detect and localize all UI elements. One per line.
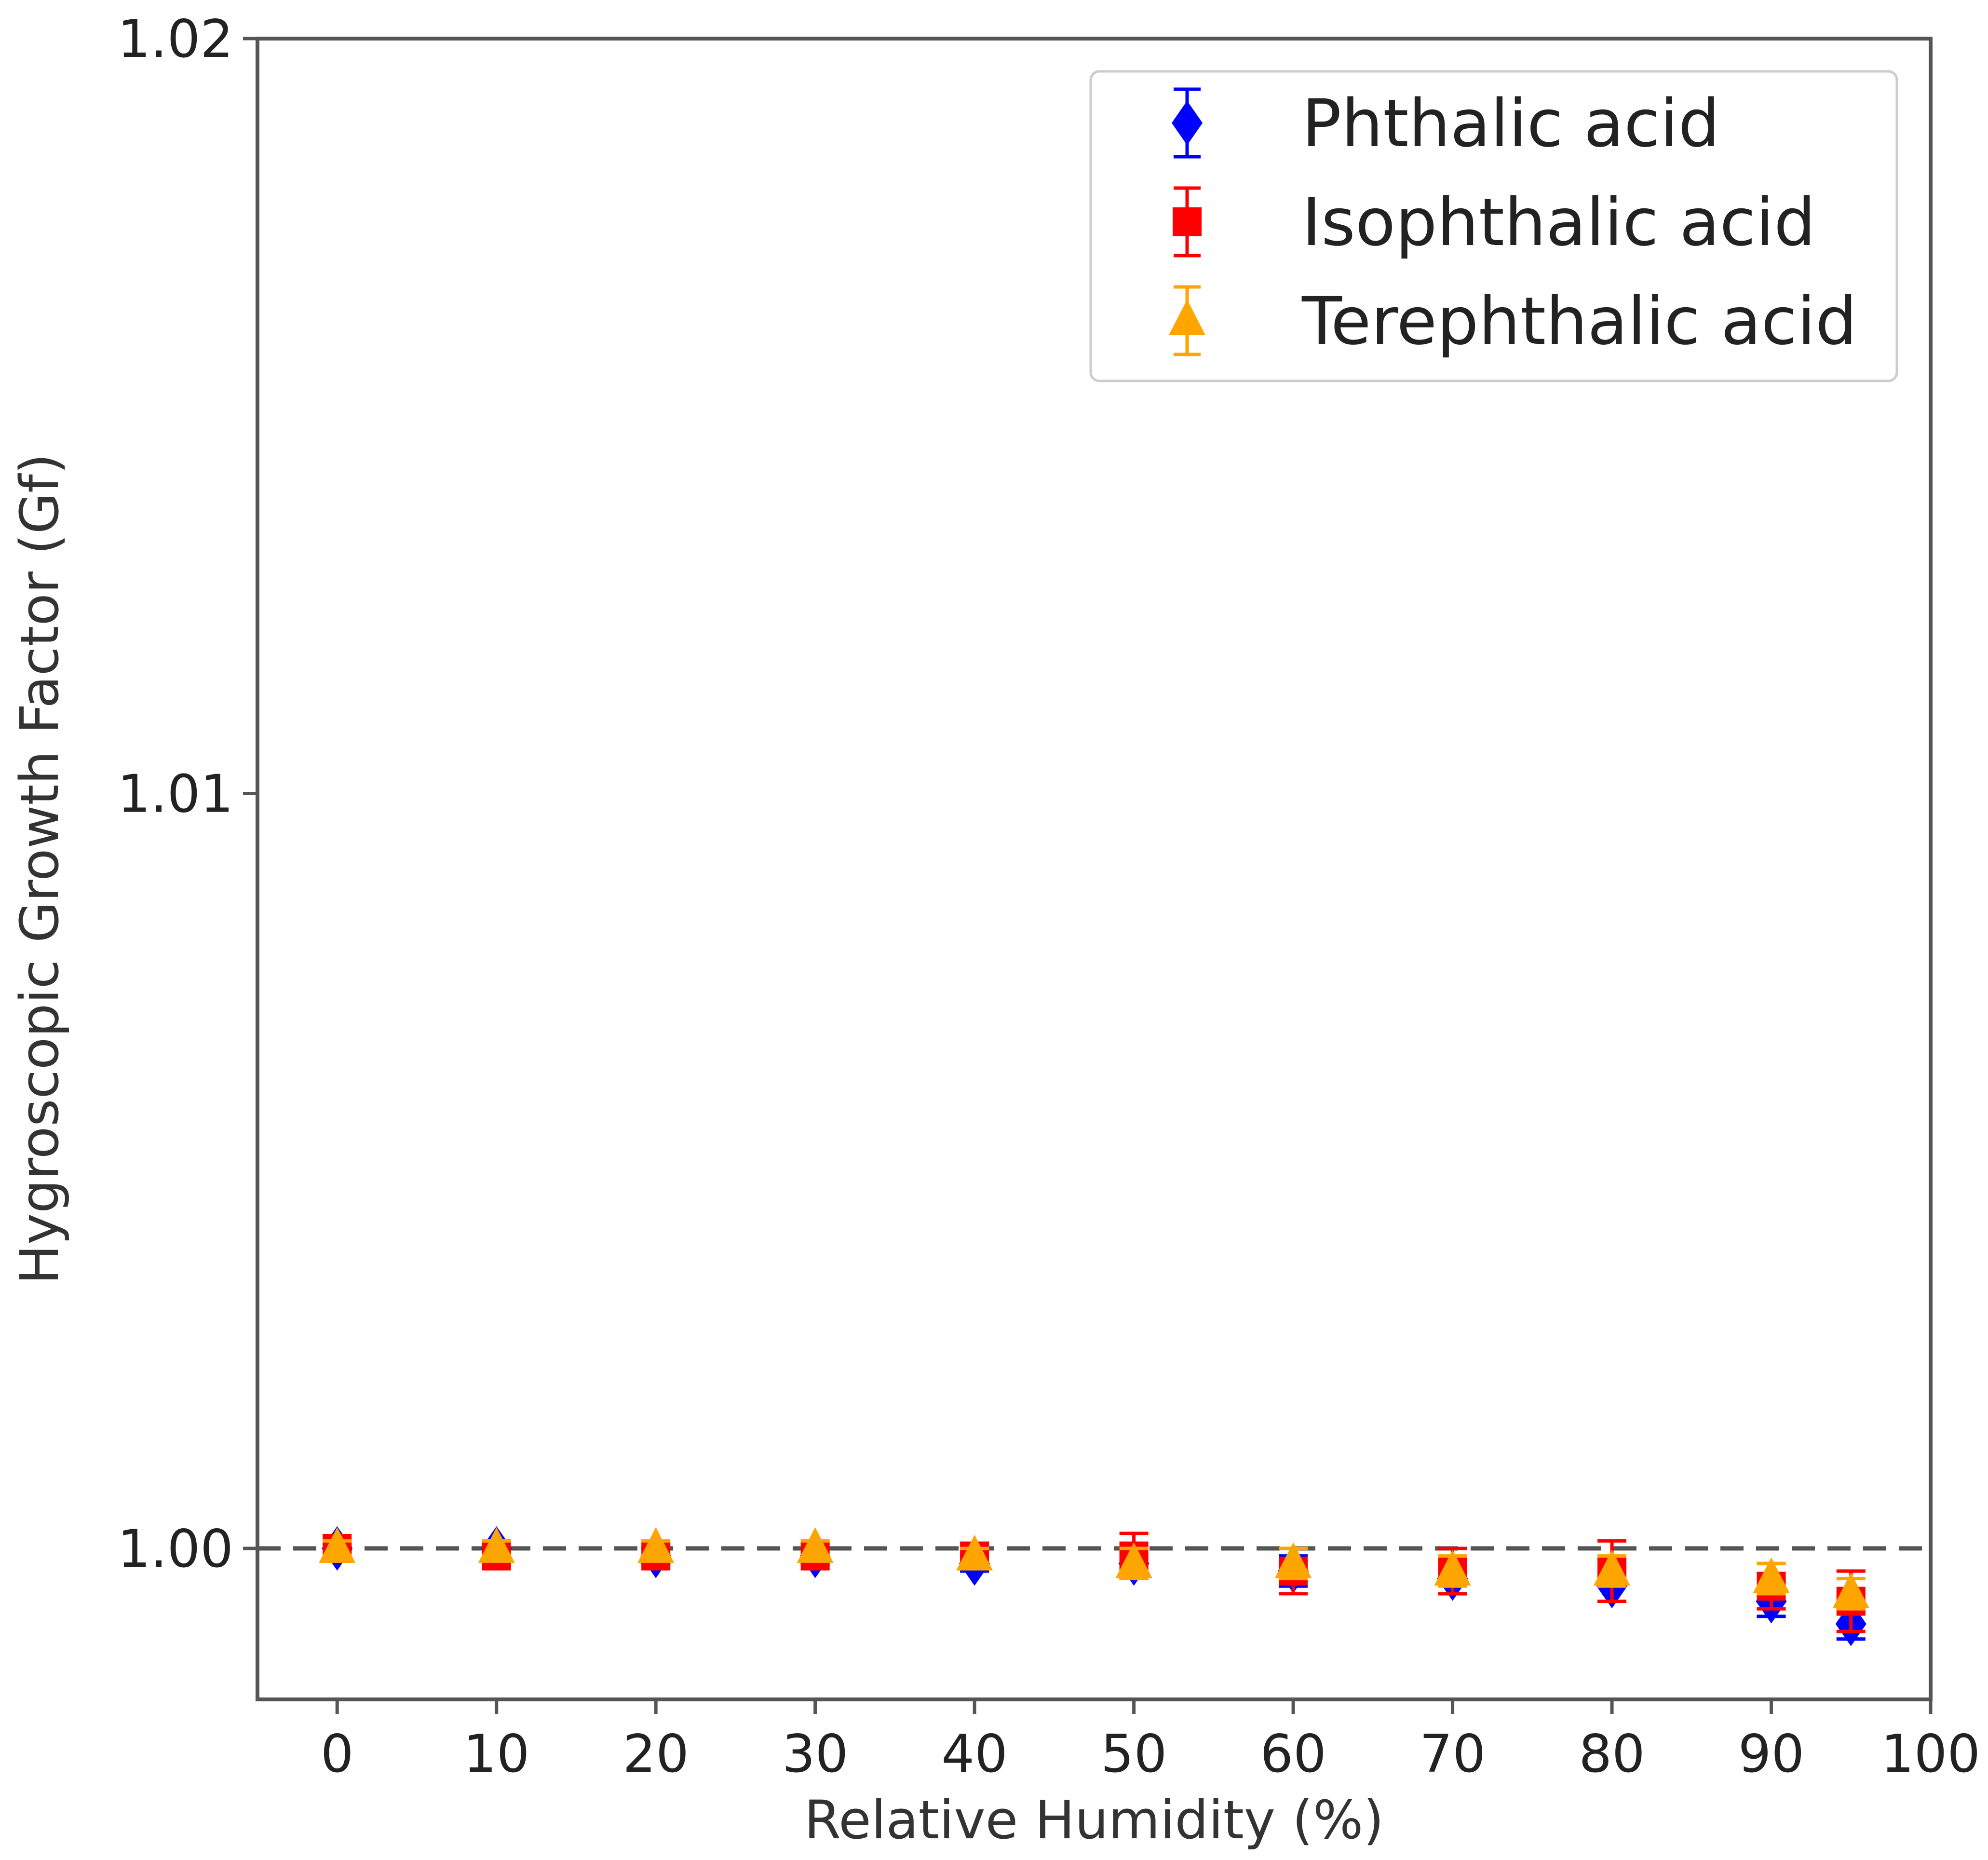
- x-tick-label: 40: [941, 1724, 1007, 1784]
- data-point: [478, 1527, 515, 1563]
- x-tick-label: 100: [1881, 1724, 1980, 1784]
- legend-entry: Terephthalic acid: [1169, 284, 1857, 360]
- data-point: [1115, 1542, 1152, 1578]
- series-triangle: [319, 1527, 1869, 1611]
- y-tick-label: 1.02: [118, 9, 233, 69]
- x-axis-ticks: 0 10 20 30 40 50 60 70 80 90 100: [321, 1699, 1980, 1784]
- legend-marker: [1172, 101, 1203, 145]
- data-point: [1753, 1557, 1790, 1593]
- x-tick-label: 20: [622, 1724, 689, 1784]
- x-tick-label: 0: [321, 1724, 354, 1784]
- legend-box: [1089, 70, 1898, 382]
- data-point: [956, 1534, 993, 1571]
- data-point: [319, 1527, 356, 1563]
- legend-label: Phthalic acid: [1302, 86, 1720, 162]
- x-tick-label: 90: [1738, 1724, 1804, 1784]
- x-tick-label: 10: [463, 1724, 529, 1784]
- x-tick-label: 70: [1420, 1724, 1486, 1784]
- legend-label: Isophthalic acid: [1302, 185, 1815, 261]
- data-series-layer: [319, 1526, 1869, 1646]
- legend: Phthalic acid Isophthalic acid Terephthali…: [1089, 70, 1898, 382]
- data-point: [637, 1527, 675, 1563]
- data-point: [1434, 1549, 1471, 1586]
- data-point: [1832, 1572, 1869, 1608]
- data-point: [1275, 1542, 1312, 1578]
- legend-entries: Phthalic acid Isophthalic acid Terephthali…: [1169, 86, 1857, 360]
- x-tick-label: 60: [1260, 1724, 1326, 1784]
- legend-label: Terephthalic acid: [1301, 284, 1857, 360]
- legend-marker: [1169, 299, 1205, 335]
- data-point: [1594, 1549, 1631, 1586]
- y-tick-label: 1.00: [118, 1519, 233, 1579]
- plot-frame: [256, 37, 1933, 1701]
- y-tick-label: 1.01: [118, 764, 233, 824]
- x-tick-label: 80: [1579, 1724, 1645, 1784]
- y-axis-ticks: 1.00 1.01 1.02: [118, 9, 257, 1579]
- legend-entry: Phthalic acid: [1172, 86, 1720, 162]
- legend-marker: [1173, 207, 1202, 236]
- x-tick-label: 30: [782, 1724, 848, 1784]
- x-axis-title: Relative Humidity (%): [804, 1789, 1384, 1851]
- legend-entry: Isophthalic acid: [1173, 185, 1815, 261]
- x-tick-label: 50: [1101, 1724, 1167, 1784]
- data-point: [797, 1527, 834, 1563]
- y-axis-title: Hygroscopic Growth Factor (Gf): [9, 453, 70, 1284]
